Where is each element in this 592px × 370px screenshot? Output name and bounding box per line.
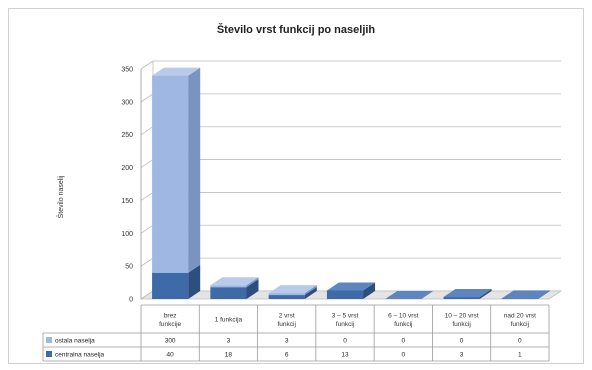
bar-side <box>363 282 376 299</box>
bar-segment <box>210 285 247 288</box>
table-cell: 0 <box>460 337 464 344</box>
category-label: funkcij <box>277 321 295 328</box>
bar-top <box>501 290 550 299</box>
bar-side <box>246 277 259 288</box>
table-cell: 3 <box>460 351 464 358</box>
category-label: 1 funkcija <box>215 317 243 324</box>
chart-title: Število vrst funkcij po naseljih <box>217 23 376 36</box>
y-tick-label: 0 <box>129 297 133 304</box>
table-cell: 18 <box>225 351 233 358</box>
bar-segment <box>152 272 189 299</box>
category-label: funkcij <box>336 321 354 328</box>
y-tick-label: 350 <box>121 67 133 74</box>
table-row-header: ostala naselja <box>55 337 95 344</box>
table-cell: 13 <box>341 351 349 358</box>
bar-side <box>537 290 550 299</box>
y-tick-label: 200 <box>121 165 133 172</box>
category-label: funkcije <box>159 321 181 328</box>
bar-segment <box>501 298 538 299</box>
table-cell: 3 <box>227 337 231 344</box>
bar-segment <box>268 293 305 296</box>
bar-top <box>385 291 434 299</box>
bar-segment <box>210 287 247 299</box>
category-label: 10 – 20 vrst <box>445 312 479 319</box>
category-label: brez <box>164 312 177 319</box>
bar-side <box>188 264 201 299</box>
category-label: funkcij <box>511 321 529 328</box>
bar-segment <box>152 75 189 273</box>
chart-area: Število vrst funkcij po naseljih Število… <box>8 8 584 364</box>
legend-key <box>46 351 52 357</box>
bar-chart-svg: Število vrst funkcij po naseljih Število… <box>42 23 563 362</box>
bar-side <box>479 289 492 299</box>
y-tick-label: 250 <box>121 132 133 139</box>
category-label: 6 – 10 vrst <box>388 312 419 319</box>
bar-segment <box>326 290 364 299</box>
bar-side <box>188 67 201 273</box>
bar-segment <box>443 297 480 299</box>
bar-side <box>304 285 317 296</box>
y-tick-label: 100 <box>121 231 133 238</box>
legend-key <box>46 337 52 343</box>
bar-segment <box>268 295 305 299</box>
gridline-side <box>140 159 154 168</box>
bar-top <box>268 285 317 294</box>
table-cell: 6 <box>285 351 289 358</box>
gridline-side <box>140 60 154 70</box>
table-cell: 0 <box>401 337 405 344</box>
y-tick-label: 150 <box>121 198 133 205</box>
table-row-header: centralna naselja <box>55 351 105 358</box>
data-table: brez funkcije 1 funkcija 2 vrst funkcij 3 – 5… <box>42 304 550 362</box>
bar-top <box>210 277 259 286</box>
table-cell: 300 <box>165 337 176 344</box>
gridlines <box>140 60 561 300</box>
bar-top <box>443 289 492 298</box>
bar-top <box>326 282 376 291</box>
bar-side <box>304 287 317 299</box>
table-cell: 0 <box>518 337 522 344</box>
y-tick-label: 300 <box>121 99 133 106</box>
category-label: funkcij <box>394 321 412 328</box>
table-cell: 3 <box>285 337 289 344</box>
table-cell: 40 <box>167 351 175 358</box>
gridline-side <box>140 257 154 267</box>
category-label: funkcij <box>452 321 470 328</box>
gridline-side <box>140 192 154 201</box>
gridline-side <box>140 224 154 234</box>
table-cell: 0 <box>343 337 347 344</box>
bar-top <box>152 67 201 76</box>
bar-side <box>246 279 259 299</box>
y-tick-label: 50 <box>125 264 133 271</box>
category-label: nad 20 vrst <box>504 312 536 319</box>
category-label: 3 – 5 vrst <box>332 312 359 319</box>
bars <box>152 67 550 299</box>
category-label: 2 vrst <box>279 312 295 319</box>
table-cell: 1 <box>518 351 522 358</box>
table-cell: 0 <box>401 351 405 358</box>
gridline-side <box>140 126 154 136</box>
gridline-side <box>140 93 154 103</box>
y-axis-label: Število naselij <box>56 175 65 218</box>
